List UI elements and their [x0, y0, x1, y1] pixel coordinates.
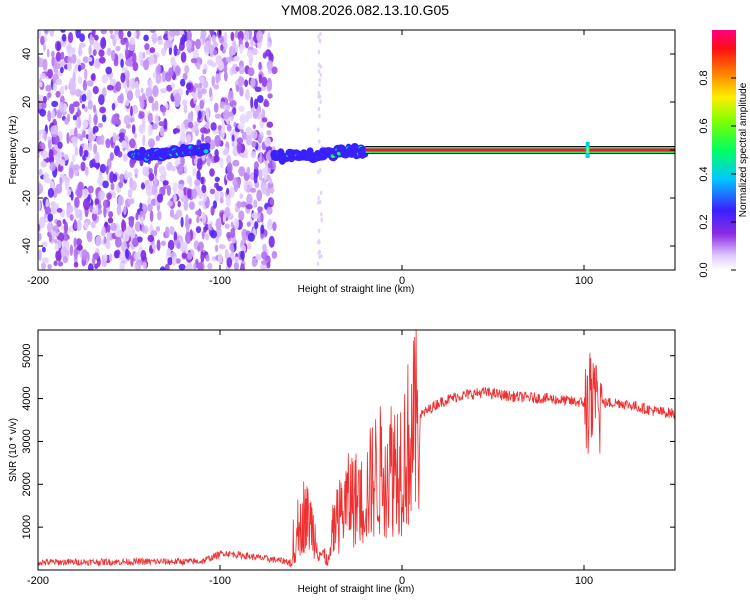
spectrogram-xtick-label: -200	[27, 275, 49, 287]
spectrogram-ylabel: Frequency (Hz)	[8, 116, 19, 185]
spectrogram-xtick-label: 0	[399, 275, 405, 287]
spectrogram-ytick-label: -20	[21, 190, 33, 206]
colorbar-gradient	[712, 30, 736, 270]
snr-ytick-label: 5000	[21, 343, 33, 367]
snr-ytick-label: 2000	[21, 472, 33, 496]
colorbar-tick-label: 0.4	[698, 166, 710, 181]
spectrogram-ytick-label: 0	[21, 147, 33, 153]
spectrogram-ridge-1	[127, 142, 211, 163]
spectrogram-carrier-3	[365, 142, 675, 158]
snr-xtick-label: -100	[209, 575, 231, 587]
spectrogram-ridge-2	[270, 143, 370, 165]
spectrogram-xlabel: Height of straight line (km)	[298, 284, 415, 295]
spectrogram-ytick-label: 20	[21, 96, 33, 108]
spectrogram-ytick-label: 40	[21, 48, 33, 60]
snr-frame	[37, 329, 676, 571]
colorbar-label: Normalized spectral amplitude	[738, 82, 749, 217]
spectrogram-noise-0	[38, 30, 324, 270]
colorbar-tick-label: 0.2	[698, 214, 710, 229]
snr-ytick-label: 1000	[21, 515, 33, 539]
spectrogram-xtick-label: -100	[209, 275, 231, 287]
snr-xtick-label: 100	[575, 575, 593, 587]
chart-title: YM08.2026.082.13.10.G05	[281, 2, 449, 18]
spectrogram-marks	[38, 30, 675, 270]
colorbar-tick-label: 0.8	[698, 70, 710, 85]
spectrogram-ytick-label: -40	[21, 238, 33, 254]
snr-xlabel: Height of straight line (km)	[298, 584, 415, 595]
colorbar: 0.0 0.2 0.4 0.6 0.8 Normalized spectral ampl…	[698, 30, 749, 278]
spectrogram-xtick-label: 100	[575, 275, 593, 287]
snr-ylabel: SNR (10 * v/v)	[8, 418, 19, 482]
colorbar-tick-label: 0.6	[698, 118, 710, 133]
colorbar-tick-label: 0.0	[698, 262, 710, 277]
snr-ytick-label: 3000	[21, 429, 33, 453]
snr-series-line	[38, 330, 675, 568]
snr-ytick-label: 4000	[21, 386, 33, 410]
snr-xtick-label: 0	[399, 575, 405, 587]
snr-panel: -200 -100 0 100 1000 2000 3000 4000 5000 Height…	[8, 329, 676, 595]
snr-xtick-label: -200	[27, 575, 49, 587]
